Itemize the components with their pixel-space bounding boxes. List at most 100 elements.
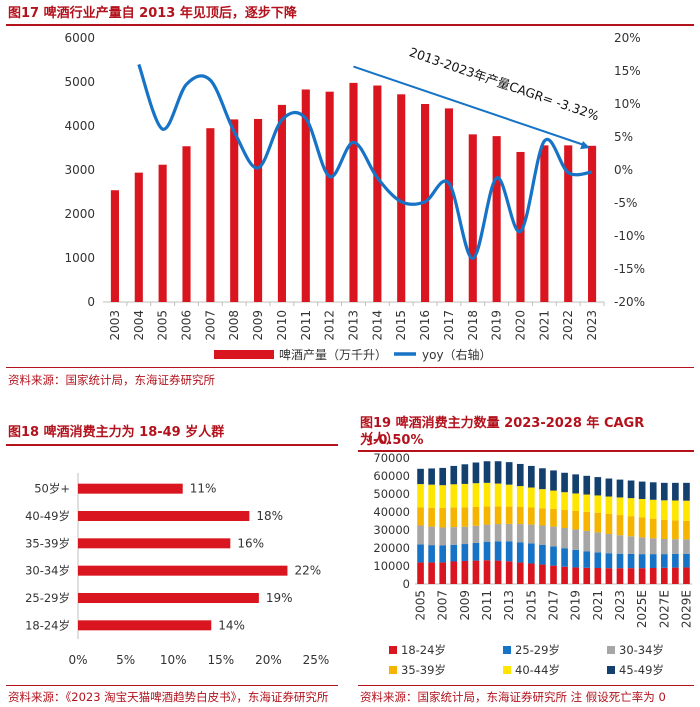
bar-45-49岁-2007 xyxy=(439,467,447,486)
x-tick-label-2027E: 2027E xyxy=(657,590,671,628)
x-tick-label-2003: 2003 xyxy=(108,310,122,341)
bar-30-34岁-2028E xyxy=(672,539,679,554)
legend-swatch-18-24岁 xyxy=(389,646,397,654)
bar-30-34岁-2011 xyxy=(483,524,491,542)
y-left-tick-label: 2000 xyxy=(64,207,95,221)
x-tick-label-2022: 2022 xyxy=(561,310,575,341)
x-tick-label-2011: 2011 xyxy=(299,310,313,341)
bar-25-29岁-2016 xyxy=(539,544,546,565)
legend-label-45-49岁: 45-49岁 xyxy=(619,663,664,677)
bar-40-44岁-2022 xyxy=(605,496,613,514)
bar-35-39岁-2022 xyxy=(605,513,613,534)
bar-production-2003 xyxy=(110,190,119,302)
bar-25-29岁-2010 xyxy=(472,542,480,561)
y-tick-label: 10000 xyxy=(373,559,410,573)
y-left-tick-label: 5000 xyxy=(64,75,95,89)
bar-30-34岁-2013 xyxy=(505,523,513,542)
bar-35-39岁-2017 xyxy=(550,508,557,527)
x-tick-label: 10% xyxy=(160,653,187,667)
x-tick-label-2009: 2009 xyxy=(251,310,265,341)
bar-30-34岁-2027E xyxy=(660,539,668,555)
x-tick-label-2015: 2015 xyxy=(394,310,408,341)
bar-30-34岁-2010 xyxy=(472,525,480,543)
y-right-tick-label: -10% xyxy=(614,229,645,243)
bar-35-39岁-2011 xyxy=(483,506,491,525)
bar-35-39岁-2015 xyxy=(528,507,535,525)
bar-25-29岁-2011 xyxy=(483,541,491,561)
bar-production-2018 xyxy=(468,134,477,302)
x-tick-label-2011: 2011 xyxy=(480,590,494,621)
fig17-chart: 0 1000 2000 3000 4000 5000 6000 -20% -15% -10% -5%… xyxy=(64,31,645,362)
y-tick-label: 40000 xyxy=(373,505,410,519)
bar-30-34岁-2023 xyxy=(616,535,624,554)
bar-45-49岁-2009 xyxy=(461,464,469,484)
bar-production-2011 xyxy=(301,89,310,302)
bar-45-49岁-2010 xyxy=(472,462,480,484)
bar-45-49岁-2012 xyxy=(494,461,502,484)
bar-40-44岁-2024E xyxy=(627,498,635,517)
x-tick-label-2014: 2014 xyxy=(370,310,384,341)
bar-18-24岁-2012 xyxy=(494,560,502,584)
bar-18-24岁-2010 xyxy=(472,560,480,584)
bar-40-44岁-2021 xyxy=(594,495,602,513)
bar-45-49岁-2008 xyxy=(450,465,458,485)
y-right-tick-label: -15% xyxy=(614,262,645,276)
bar-40-44岁-2026E xyxy=(649,499,657,519)
bar-18-24岁-2026E xyxy=(649,567,657,584)
x-tick-label-2007: 2007 xyxy=(436,590,450,621)
bar-production-2005 xyxy=(158,164,167,302)
fig19-title-line1: 图19 啤酒消费主力数量 2023-2028 年 CAGR 为-0.50% xyxy=(360,416,645,448)
bar-45-49岁-2026E xyxy=(649,482,657,500)
bar-40-44岁-2014 xyxy=(516,486,524,507)
bar-50岁+ xyxy=(78,483,183,494)
cagr-trend-arrow-head xyxy=(580,140,591,150)
bar-30-34岁-2005 xyxy=(417,525,424,545)
bar-25-29岁-2007 xyxy=(439,545,447,563)
x-tick-label-2005: 2005 xyxy=(414,590,428,621)
y-left-tick-label: 1000 xyxy=(64,251,95,265)
bar-18-24岁-2015 xyxy=(528,563,535,584)
bar-35-39岁-2026E xyxy=(649,518,657,539)
bar-30-34岁-2020 xyxy=(583,530,591,552)
bar-production-2022 xyxy=(564,145,573,302)
bar-45-49岁-2016 xyxy=(539,468,546,490)
bar-25-29岁-2026E xyxy=(649,554,657,568)
x-tick-label-2023: 2023 xyxy=(585,310,599,341)
bar-35-39岁-2012 xyxy=(494,506,502,525)
bar-30-34岁-2006 xyxy=(428,526,435,546)
fig18-title-rule xyxy=(6,444,338,446)
bar-40-44岁-2007 xyxy=(439,485,447,509)
bar-30-34岁-2026E xyxy=(649,538,657,555)
x-tick-label-2012: 2012 xyxy=(323,310,337,341)
bar-45-49岁-2023 xyxy=(616,479,624,498)
bar-18-24岁-2028E xyxy=(672,567,679,584)
yoy-line xyxy=(137,63,593,261)
bar-production-2009 xyxy=(254,118,263,303)
bar-30-34岁-2018 xyxy=(561,528,568,549)
legend-production-swatch xyxy=(214,350,274,359)
x-tick-label: 25% xyxy=(303,653,330,667)
bar-production-2007 xyxy=(206,128,215,302)
y-right-tick-label: 5% xyxy=(614,130,633,144)
value-label-40-49岁: 18% xyxy=(256,509,283,523)
bar-35-39岁-2020 xyxy=(583,511,591,531)
bar-25-29岁-2005 xyxy=(417,544,424,563)
value-label-25-29岁: 19% xyxy=(266,591,293,605)
bar-35-39岁 xyxy=(78,538,231,549)
bar-40-44岁-2006 xyxy=(428,484,435,508)
y-tick-label: 60000 xyxy=(373,469,410,483)
legend-swatch-25-29岁 xyxy=(503,646,511,654)
bar-production-2004 xyxy=(134,172,143,302)
fig19-chart: 0 10000 20000 30000 40000 50000 60000 70000 2005… xyxy=(373,451,693,677)
bar-35-39岁-2024E xyxy=(627,516,635,537)
category-label-35-39岁: 35-39岁 xyxy=(25,536,70,550)
x-tick-label-2023: 2023 xyxy=(613,590,627,621)
bar-40-44岁-2020 xyxy=(583,494,591,512)
bar-production-2019 xyxy=(492,136,501,302)
x-tick-label-2008: 2008 xyxy=(227,310,241,341)
legend-production-label: 啤酒产量（万千升） xyxy=(279,347,387,362)
bar-35-39岁-2016 xyxy=(539,508,546,526)
bar-30-34岁 xyxy=(78,565,288,576)
bar-30-34岁-2029E xyxy=(683,539,690,554)
x-tick-label: 5% xyxy=(116,653,135,667)
